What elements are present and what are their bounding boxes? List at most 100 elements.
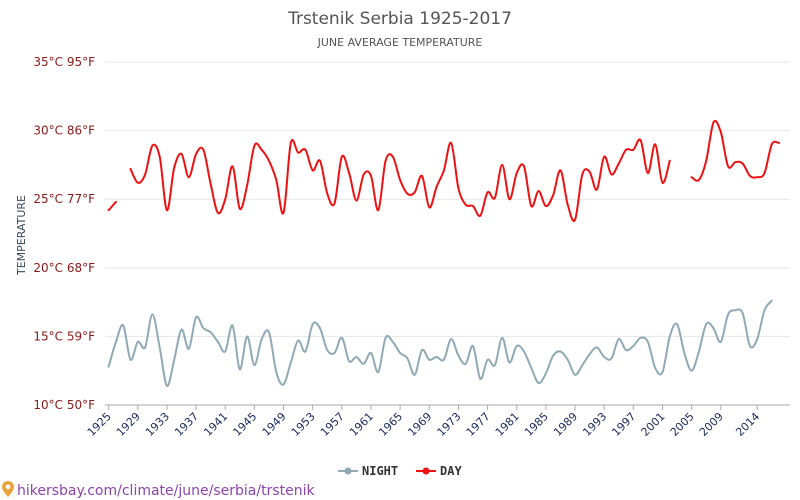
night-data-point xyxy=(268,331,270,334)
night-data-point xyxy=(741,312,744,314)
day-data-point xyxy=(763,172,766,175)
day-series-line xyxy=(107,200,117,212)
x-tick-label: 1937 xyxy=(172,410,201,439)
source-url[interactable]: hikersbay.com/climate/june/serbia/trsten… xyxy=(17,483,315,499)
day-data-point xyxy=(224,198,227,201)
legend-item-night[interactable]: NIGHT xyxy=(338,464,398,478)
night-data-point xyxy=(610,357,613,360)
night-data-point xyxy=(552,354,555,357)
day-data-point xyxy=(690,176,693,179)
x-tick-label: 1969 xyxy=(405,410,434,439)
legend-night-label: NIGHT xyxy=(362,464,398,478)
night-data-point xyxy=(719,340,722,343)
x-tick-label: 1961 xyxy=(347,410,376,439)
night-data-point xyxy=(384,336,387,339)
day-data-point xyxy=(282,212,285,214)
day-data-point xyxy=(340,155,343,158)
night-data-point xyxy=(617,338,620,341)
night-data-point xyxy=(639,336,642,339)
day-data-point xyxy=(654,143,657,146)
day-data-point xyxy=(384,159,387,162)
night-data-point xyxy=(370,351,372,354)
day-data-point xyxy=(712,121,715,124)
day-data-point xyxy=(639,139,642,142)
night-data-point xyxy=(472,345,474,347)
night-data-point xyxy=(537,382,540,384)
x-tick-label: 1929 xyxy=(114,410,143,439)
grid-lines xyxy=(105,61,790,337)
day-data-point xyxy=(668,159,671,162)
day-data-point xyxy=(268,159,270,162)
night-data-point xyxy=(304,350,307,353)
night-data-point xyxy=(508,361,511,364)
night-data-point xyxy=(493,364,496,367)
night-data-point xyxy=(187,347,190,350)
legend[interactable]: NIGHT DAY xyxy=(338,464,462,478)
night-data-point xyxy=(319,327,321,330)
night-data-point xyxy=(603,356,606,358)
night-data-point xyxy=(515,345,518,347)
day-data-point xyxy=(472,205,474,207)
night-data-point xyxy=(246,335,249,338)
night-data-point xyxy=(464,362,467,365)
night-data-point xyxy=(661,371,664,373)
y-tick-label: 10°C 50°F xyxy=(33,398,95,412)
night-data-point xyxy=(486,358,489,361)
day-data-point xyxy=(289,142,292,144)
day-data-point xyxy=(297,151,300,154)
night-data-point xyxy=(151,313,154,316)
day-data-point xyxy=(238,207,241,210)
day-data-point xyxy=(260,148,263,151)
source-link[interactable]: hikersbay.com/climate/june/serbia/trsten… xyxy=(2,481,315,499)
day-data-point xyxy=(362,173,365,176)
day-data-point xyxy=(559,169,562,172)
night-data-point xyxy=(340,336,343,339)
night-data-point xyxy=(362,362,365,365)
day-data-point xyxy=(442,169,445,172)
day-data-point xyxy=(595,188,598,191)
night-data-point xyxy=(712,327,715,330)
night-data-point xyxy=(136,340,139,343)
night-data-point xyxy=(501,336,504,339)
day-data-point xyxy=(246,184,249,187)
night-data-point xyxy=(479,378,482,380)
night-data-point xyxy=(559,350,562,353)
night-data-point xyxy=(574,373,576,376)
day-data-point xyxy=(719,131,722,133)
day-data-point xyxy=(479,214,482,217)
day-data-point xyxy=(144,173,146,176)
day-data-point xyxy=(399,179,402,181)
day-data-point xyxy=(734,161,737,164)
y-axis-ticks: 10°C 50°F 15°C 59°F 20°C 68°F 25°C 77°F 30°C… xyxy=(33,55,95,412)
night-data-point xyxy=(588,353,591,356)
day-data-point xyxy=(406,192,409,195)
night-data-point xyxy=(275,371,278,373)
day-data-point xyxy=(187,176,190,179)
night-data-point xyxy=(544,372,547,375)
day-data-point xyxy=(544,205,547,207)
night-data-point xyxy=(442,358,445,361)
legend-night-marker xyxy=(344,467,352,475)
day-data-point xyxy=(486,191,489,194)
x-tick-label: 2014 xyxy=(733,410,762,439)
day-data-point xyxy=(523,165,525,168)
night-data-point xyxy=(158,346,161,349)
x-tick-label: 1985 xyxy=(522,410,551,439)
x-tick-label: 1965 xyxy=(376,410,405,439)
day-data-point xyxy=(435,185,438,188)
night-data-point xyxy=(457,354,460,357)
night-data-point xyxy=(698,350,700,353)
day-data-point xyxy=(326,192,329,195)
day-data-point xyxy=(552,194,555,196)
day-data-point xyxy=(158,155,161,158)
legend-day-marker xyxy=(422,467,430,475)
day-data-point xyxy=(166,209,168,212)
night-data-point xyxy=(297,339,300,342)
day-data-point xyxy=(450,142,453,144)
day-data-point xyxy=(319,159,321,162)
legend-item-day[interactable]: DAY xyxy=(416,464,462,478)
night-data-point xyxy=(253,364,256,367)
x-tick-label: 1989 xyxy=(551,410,580,439)
day-data-point xyxy=(129,168,132,170)
day-data-point xyxy=(151,144,154,147)
